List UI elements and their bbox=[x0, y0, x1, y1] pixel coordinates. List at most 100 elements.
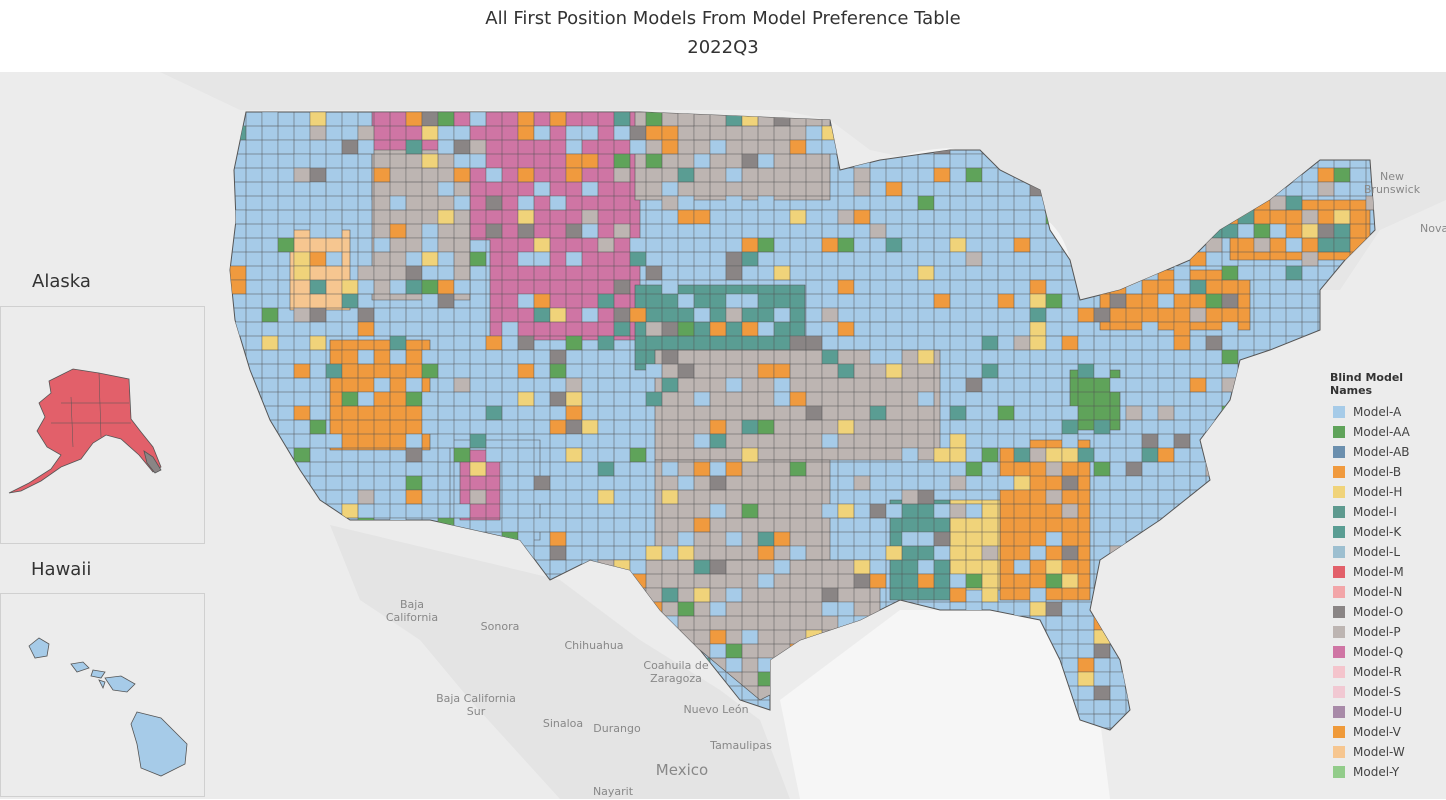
county-cell bbox=[341, 391, 359, 407]
legend-item[interactable]: Model-B bbox=[1330, 462, 1446, 482]
legend-item[interactable]: Model-Y bbox=[1330, 762, 1446, 782]
legend-item[interactable]: Model-M bbox=[1330, 562, 1446, 582]
county-cell bbox=[565, 447, 583, 463]
county-cell bbox=[997, 209, 1015, 225]
county-cell bbox=[1061, 433, 1079, 449]
legend-item[interactable]: Model-S bbox=[1330, 682, 1446, 702]
county-cell bbox=[277, 237, 295, 253]
county-cell bbox=[725, 167, 743, 183]
county-cell bbox=[885, 503, 903, 519]
legend-item[interactable]: Model-U bbox=[1330, 702, 1446, 722]
legend-item[interactable]: Model-A bbox=[1330, 402, 1446, 422]
legend-item[interactable]: Model-V bbox=[1330, 722, 1446, 742]
county-cell bbox=[581, 419, 599, 435]
county-cell bbox=[693, 545, 711, 561]
county-cell bbox=[1029, 293, 1047, 309]
county-cell bbox=[773, 363, 791, 379]
county-cell bbox=[453, 335, 471, 351]
county-cell bbox=[437, 265, 455, 281]
legend-swatch bbox=[1333, 526, 1345, 538]
county-cell bbox=[725, 265, 743, 281]
county-cell bbox=[230, 279, 247, 295]
county-cell bbox=[1061, 335, 1079, 351]
county-cell bbox=[485, 335, 503, 351]
contiguous-us-map[interactable]: New Brunswick Nova Baja California Sonor… bbox=[0, 72, 1446, 799]
legend-item[interactable]: Model-I bbox=[1330, 502, 1446, 522]
county-cell bbox=[629, 139, 647, 155]
county-cell bbox=[821, 601, 839, 617]
legend-item[interactable]: Model-O bbox=[1330, 602, 1446, 622]
county-cell bbox=[421, 112, 439, 127]
legend-label: Model-P bbox=[1353, 625, 1401, 639]
alaska-inset[interactable] bbox=[0, 306, 205, 544]
legend-swatch bbox=[1333, 406, 1345, 418]
county-cell bbox=[1093, 419, 1111, 435]
county-cell bbox=[293, 405, 311, 421]
county-cell bbox=[997, 335, 1015, 351]
county-cell bbox=[869, 405, 887, 421]
county-cell bbox=[853, 167, 871, 183]
county-cell bbox=[485, 195, 503, 211]
county-cell bbox=[709, 643, 727, 659]
county-cell bbox=[549, 517, 567, 533]
legend-item[interactable]: Model-K bbox=[1330, 522, 1446, 542]
county-cell bbox=[1253, 265, 1271, 281]
county-cell bbox=[437, 167, 455, 183]
county-cell bbox=[981, 587, 999, 603]
county-cell bbox=[965, 433, 983, 449]
county-cell bbox=[933, 531, 951, 547]
county-cell bbox=[677, 545, 695, 561]
legend-item[interactable]: Model-AB bbox=[1330, 442, 1446, 462]
county-cell bbox=[453, 167, 471, 183]
legend-item[interactable]: Model-Q bbox=[1330, 642, 1446, 662]
county-cell bbox=[965, 475, 983, 491]
county-cell bbox=[597, 461, 615, 477]
county-cell bbox=[357, 139, 375, 155]
hawaii-inset[interactable] bbox=[0, 593, 205, 797]
label-mexico: Mexico bbox=[656, 761, 708, 779]
county-cell bbox=[373, 265, 391, 281]
county-cell bbox=[517, 167, 535, 183]
county-cell bbox=[725, 489, 743, 505]
county-cell bbox=[693, 153, 711, 169]
legend-item[interactable]: Model-P bbox=[1330, 622, 1446, 642]
county-cell bbox=[997, 293, 1015, 309]
county-cell bbox=[885, 475, 903, 491]
county-cell bbox=[693, 587, 711, 603]
county-cell bbox=[485, 349, 503, 365]
county-cell bbox=[357, 265, 375, 281]
county-cell bbox=[469, 153, 487, 169]
county-cell bbox=[1333, 223, 1351, 239]
legend-label: Model-S bbox=[1353, 685, 1401, 699]
hawaii-label: Hawaii bbox=[31, 559, 92, 580]
county-cell bbox=[933, 279, 951, 295]
county-cell bbox=[821, 321, 839, 337]
county-cell bbox=[805, 433, 823, 449]
legend-item[interactable]: Model-W bbox=[1330, 742, 1446, 762]
county-cell bbox=[1125, 461, 1143, 477]
county-cell bbox=[629, 251, 647, 267]
legend-swatch bbox=[1333, 586, 1345, 598]
county-cell bbox=[1173, 335, 1191, 351]
county-cell bbox=[405, 447, 423, 463]
mexico-landmass bbox=[330, 525, 790, 799]
county-cell bbox=[1093, 699, 1111, 715]
legend-item[interactable]: Model-N bbox=[1330, 582, 1446, 602]
county-cell bbox=[357, 125, 375, 141]
county-cell bbox=[725, 643, 743, 659]
legend: Blind Model Names Model-A Model-AA Model-A… bbox=[1330, 371, 1446, 782]
county-cell bbox=[869, 503, 887, 519]
county-cell bbox=[677, 531, 695, 547]
legend-item[interactable]: Model-AA bbox=[1330, 422, 1446, 442]
county-cell bbox=[965, 419, 983, 435]
legend-item[interactable]: Model-L bbox=[1330, 542, 1446, 562]
county-cell bbox=[1205, 335, 1223, 351]
legend-item[interactable]: Model-H bbox=[1330, 482, 1446, 502]
county-cell bbox=[421, 363, 439, 379]
county-cell bbox=[1253, 237, 1271, 253]
legend-item[interactable]: Model-R bbox=[1330, 662, 1446, 682]
county-cell bbox=[677, 167, 695, 183]
county-cell bbox=[869, 573, 887, 589]
county-cell bbox=[645, 125, 663, 141]
county-cell bbox=[693, 461, 711, 477]
